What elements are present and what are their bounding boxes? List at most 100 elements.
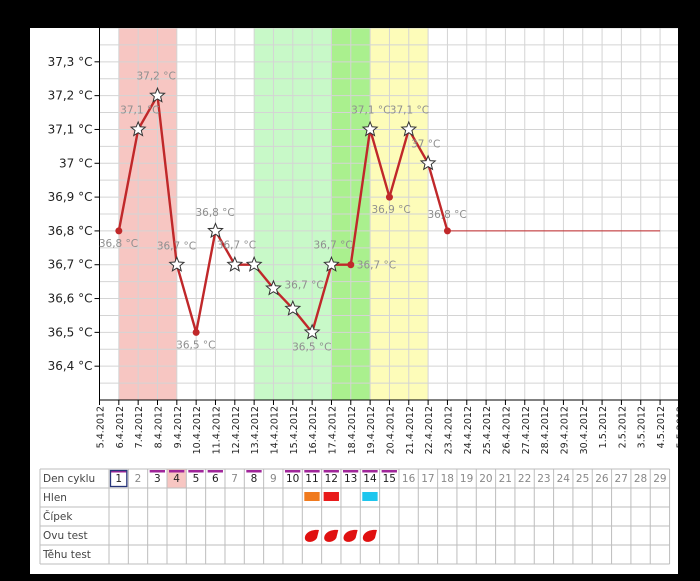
day-number: 11 bbox=[305, 473, 318, 485]
data-label: 36,7 °C bbox=[217, 240, 256, 252]
drop-icon bbox=[343, 529, 358, 542]
dot-point bbox=[385, 193, 393, 201]
table-row-label: Těhu test bbox=[42, 549, 91, 561]
day-marker bbox=[284, 470, 301, 473]
day-marker bbox=[207, 470, 223, 473]
x-tick-label: 3.5.2012 bbox=[637, 406, 648, 448]
data-label: 37,1 °C bbox=[120, 104, 159, 116]
x-tick-label: 29.4.2012 bbox=[559, 406, 570, 454]
x-tick-label: 12.4.2012 bbox=[231, 406, 242, 454]
day-number: 17 bbox=[421, 473, 434, 485]
current-day-box bbox=[109, 469, 128, 488]
drop-icon bbox=[362, 529, 377, 542]
data-label: 36,7 °C bbox=[313, 240, 352, 252]
data-label: 36,8 °C bbox=[99, 238, 138, 250]
star-point bbox=[168, 255, 186, 272]
data-label: 36,7 °C bbox=[284, 279, 323, 291]
star-point bbox=[361, 120, 379, 137]
x-tick-label: 26.4.2012 bbox=[501, 406, 512, 454]
drop-icon bbox=[324, 529, 339, 542]
day-number: 8 bbox=[251, 473, 258, 485]
day-number: 20 bbox=[479, 473, 492, 485]
data-label: 37,1 °C bbox=[351, 104, 390, 116]
day-marker bbox=[381, 470, 397, 473]
temperature-chart: 37,3 °C 37,2 °C 37,1 °C 37 °C 36,9 °C 36,8 °C… bbox=[39, 28, 678, 565]
star-point bbox=[323, 255, 340, 272]
day-marker bbox=[149, 470, 165, 473]
x-tick-label: 5.4.2012 bbox=[96, 406, 107, 448]
dot-point bbox=[115, 227, 123, 235]
data-label: 37,1 °C bbox=[390, 104, 429, 116]
x-tick-label: 1.5.2012 bbox=[598, 406, 609, 448]
day-number: 19 bbox=[460, 473, 473, 485]
y-tick-label: 36,6 °C bbox=[48, 292, 93, 306]
data-label: 36,8 °C bbox=[427, 209, 466, 221]
table-row-label: Ovu test bbox=[43, 530, 88, 542]
x-tick-label: 19.4.2012 bbox=[366, 406, 377, 454]
day-number: 2 bbox=[135, 473, 142, 485]
star-point bbox=[129, 120, 147, 137]
data-label: 36,7 °C bbox=[357, 260, 396, 272]
data-label: 36,5 °C bbox=[292, 341, 331, 353]
dot-point bbox=[347, 261, 355, 269]
day-number: 10 bbox=[286, 473, 299, 485]
x-tick-label: 28.4.2012 bbox=[540, 406, 551, 454]
star-point bbox=[419, 154, 437, 171]
hlen-marker bbox=[304, 492, 320, 501]
day-number: 12 bbox=[325, 473, 338, 485]
day-number: 4 bbox=[173, 473, 180, 485]
day-number: 21 bbox=[499, 473, 512, 485]
star-point bbox=[207, 222, 224, 239]
star-point bbox=[226, 255, 244, 272]
hlen-marker bbox=[362, 492, 378, 501]
y-tick-label: 37 °C bbox=[59, 156, 92, 170]
x-tick-label: 30.4.2012 bbox=[579, 406, 590, 454]
x-tick-label: 18.4.2012 bbox=[347, 406, 358, 454]
star-point bbox=[245, 255, 263, 272]
x-tick-label: 7.4.2012 bbox=[134, 406, 145, 448]
day-number: 26 bbox=[595, 473, 609, 485]
x-tick-label: 20.4.2012 bbox=[385, 406, 396, 454]
day-number: 14 bbox=[363, 473, 377, 485]
day-marker bbox=[168, 470, 185, 473]
y-tick-label: 36,7 °C bbox=[48, 258, 93, 272]
day-number: 24 bbox=[557, 473, 571, 485]
x-tick-label: 5.5.2012 bbox=[675, 406, 678, 448]
day-number: 23 bbox=[537, 473, 550, 485]
x-tick-label: 4.5.2012 bbox=[656, 406, 667, 448]
day-number: 7 bbox=[231, 473, 238, 485]
day-number: 13 bbox=[344, 473, 357, 485]
data-label: 36,5 °C bbox=[176, 339, 215, 351]
x-tick-label: 6.4.2012 bbox=[115, 406, 126, 448]
x-tick-label: 23.4.2012 bbox=[443, 406, 454, 454]
dot-point bbox=[192, 328, 200, 336]
day-number: 28 bbox=[634, 473, 647, 485]
day-marker bbox=[188, 470, 204, 473]
day-number: 25 bbox=[576, 473, 589, 485]
table-row-label: Hlen bbox=[43, 492, 67, 504]
x-tick-label: 24.4.2012 bbox=[463, 406, 474, 454]
day-number: 18 bbox=[441, 473, 454, 485]
x-tick-label: 25.4.2012 bbox=[482, 406, 493, 454]
x-tick-label: 16.4.2012 bbox=[308, 406, 319, 454]
chart-frame: 37,3 °C 37,2 °C 37,1 °C 37 °C 36,9 °C 36,8 °C… bbox=[30, 28, 678, 574]
x-tick-label: 11.4.2012 bbox=[211, 406, 222, 454]
x-tick-label: 8.4.2012 bbox=[153, 406, 164, 448]
star-point bbox=[284, 299, 302, 316]
day-number: 3 bbox=[154, 473, 161, 485]
data-label: 36,8 °C bbox=[195, 207, 234, 219]
data-label: 36,9 °C bbox=[371, 204, 410, 216]
x-tick-label: 2.5.2012 bbox=[617, 406, 628, 448]
star-point bbox=[303, 323, 321, 340]
x-tick-label: 10.4.2012 bbox=[192, 406, 203, 454]
day-marker bbox=[246, 470, 262, 473]
series-line bbox=[117, 94, 449, 334]
day-marker bbox=[111, 470, 127, 473]
day-marker bbox=[304, 470, 320, 473]
x-tick-label: 9.4.2012 bbox=[173, 406, 184, 448]
hlen-marker bbox=[323, 492, 339, 501]
drop-icon bbox=[304, 529, 319, 542]
table-row-label: Čípek bbox=[43, 510, 73, 523]
day-number: 15 bbox=[383, 473, 396, 485]
